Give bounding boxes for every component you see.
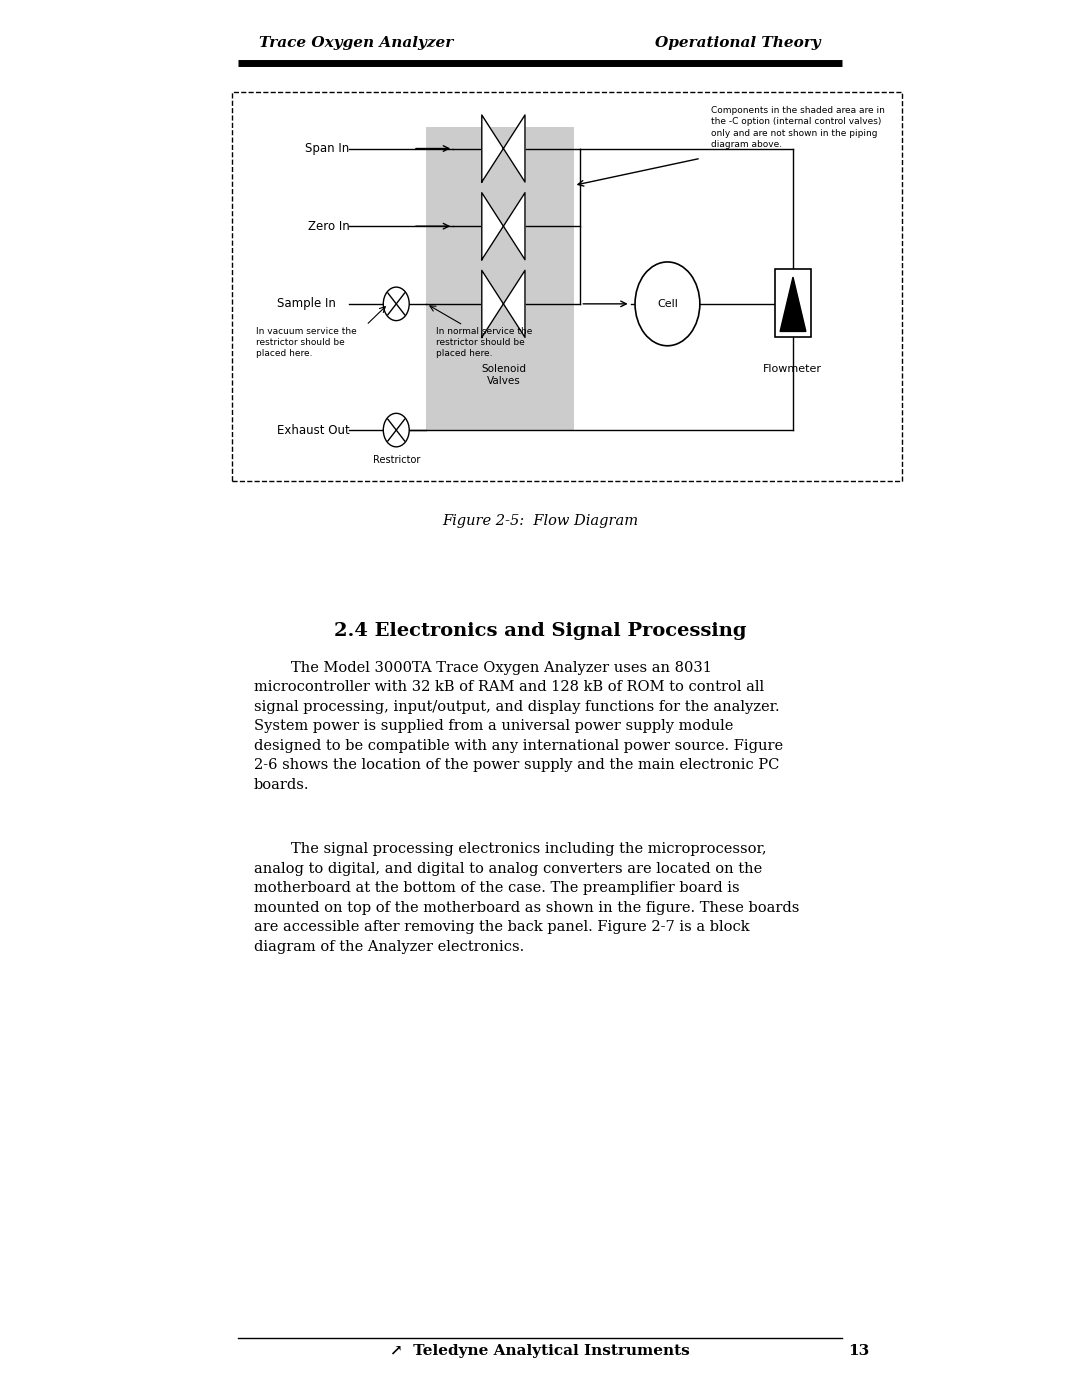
Text: Figure 2-5:  Flow Diagram: Figure 2-5: Flow Diagram (442, 514, 638, 528)
Text: Exhaust Out: Exhaust Out (276, 423, 350, 437)
Polygon shape (780, 277, 806, 331)
Text: Components in the shaded area are in
the -C option (internal control valves)
onl: Components in the shaded area are in the… (711, 106, 885, 149)
Polygon shape (482, 193, 503, 260)
Text: In vacuum service the
restrictor should be
placed here.: In vacuum service the restrictor should … (256, 327, 356, 359)
Circle shape (383, 414, 409, 447)
Text: 13: 13 (848, 1344, 869, 1358)
Polygon shape (482, 271, 503, 338)
Text: Flowmeter: Flowmeter (764, 365, 822, 374)
Text: 2.4 Electronics and Signal Processing: 2.4 Electronics and Signal Processing (334, 622, 746, 640)
Text: Operational Theory: Operational Theory (656, 36, 821, 50)
Text: In normal service the
restrictor should be
placed here.: In normal service the restrictor should … (436, 327, 532, 359)
Bar (427, 127, 573, 430)
Text: Sample In: Sample In (278, 298, 336, 310)
Circle shape (383, 288, 409, 321)
Text: Span In: Span In (306, 142, 350, 155)
Text: Trace Oxygen Analyzer: Trace Oxygen Analyzer (259, 36, 454, 50)
Bar (774, 268, 811, 337)
Text: Zero In: Zero In (308, 219, 350, 233)
Polygon shape (482, 115, 503, 182)
Text: The signal processing electronics including the microprocessor,
analog to digita: The signal processing electronics includ… (254, 842, 799, 954)
Polygon shape (503, 193, 525, 260)
Text: ↗  Teledyne Analytical Instruments: ↗ Teledyne Analytical Instruments (390, 1344, 690, 1358)
Polygon shape (503, 271, 525, 338)
Text: The Model 3000TA Trace Oxygen Analyzer uses an 8031
microcontroller with 32 kB o: The Model 3000TA Trace Oxygen Analyzer u… (254, 661, 783, 792)
Text: Restrictor: Restrictor (373, 455, 420, 465)
Polygon shape (503, 115, 525, 182)
Circle shape (635, 263, 700, 346)
Text: Solenoid
Valves: Solenoid Valves (481, 365, 526, 387)
Text: Cell: Cell (657, 299, 678, 309)
